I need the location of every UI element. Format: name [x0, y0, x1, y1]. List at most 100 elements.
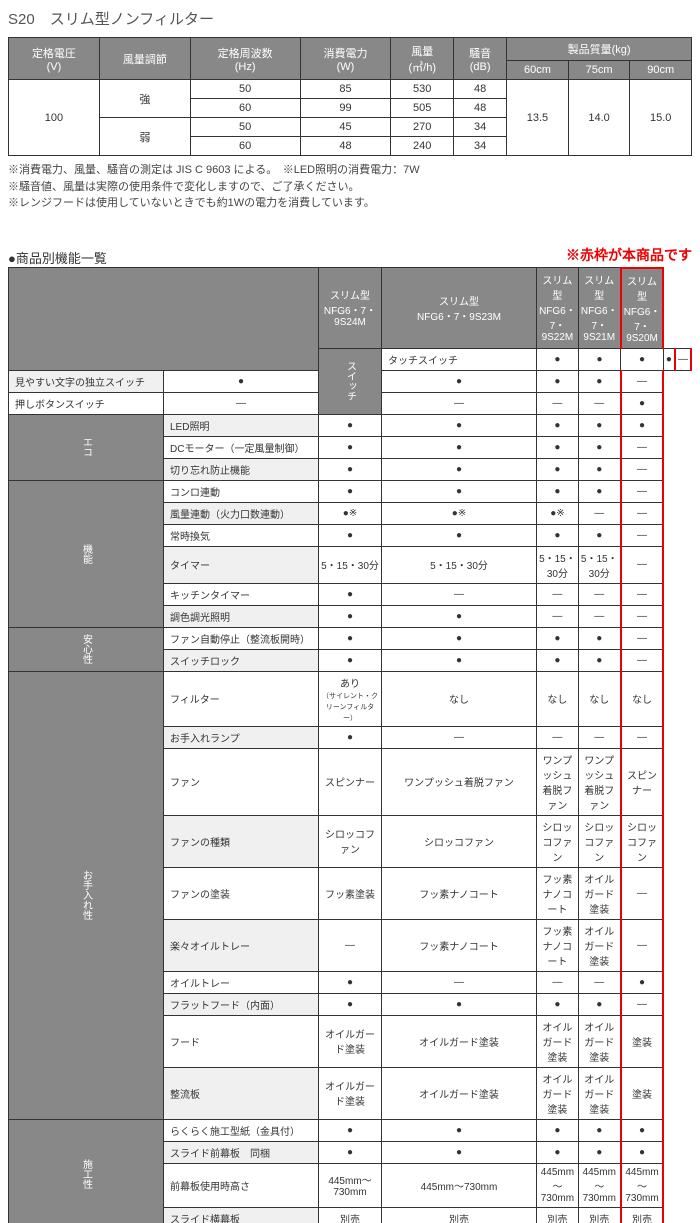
cell: ― [621, 649, 664, 671]
cell: ● [319, 583, 382, 605]
cell: ● [382, 649, 537, 671]
cell: なし [537, 671, 579, 726]
h-w75: 75cm [568, 61, 630, 80]
cell: ― [578, 392, 620, 414]
cell: ● [537, 993, 579, 1015]
cell: ― [621, 436, 664, 458]
cell: ● [382, 1141, 537, 1163]
row-label: らくらく施工型紙（金具付） [164, 1119, 319, 1141]
cell: スピンナー [319, 748, 382, 815]
cell: ● [537, 627, 579, 649]
cell: フッ素ナノコート [537, 919, 579, 971]
cell: フッ素塗装 [319, 867, 382, 919]
cell: ― [621, 583, 664, 605]
cell: 別売 [382, 1207, 537, 1223]
cell: ― [675, 348, 691, 370]
cell: ● [319, 726, 382, 748]
row-label: 常時換気 [164, 524, 319, 546]
row-label: オイルトレー [164, 971, 319, 993]
cell: シロッコファン [319, 815, 382, 867]
cell: 445mm～730mm [319, 1163, 382, 1207]
cell: ― [537, 971, 579, 993]
cell: ― [578, 605, 620, 627]
cell: ● [382, 627, 537, 649]
cell: ― [621, 993, 664, 1015]
voltage-val: 100 [9, 80, 100, 156]
cell: 5・15・30分 [578, 546, 620, 583]
cell: ● [537, 414, 579, 436]
row-label: ファン自動停止（整流板開時） [164, 627, 319, 649]
row-label: フィルター [164, 671, 319, 726]
row-label: フラットフード（内面） [164, 993, 319, 1015]
cell: ● [621, 348, 664, 370]
cell: ● [319, 458, 382, 480]
cell: ● [537, 1119, 579, 1141]
cell: オイルガード塗装 [537, 1015, 579, 1067]
cell: 別売 [319, 1207, 382, 1223]
cell: ― [621, 502, 664, 524]
h-airflow: 風量(㎥/h) [391, 38, 454, 80]
cell: シロッコファン [578, 815, 620, 867]
spec-table: 定格電圧(V) 風量調節 定格周波数(Hz) 消費電力(W) 風量(㎥/h) 騒… [8, 37, 692, 156]
row-label: 押しボタンスイッチ [9, 392, 164, 414]
cell: ● [578, 524, 620, 546]
row-label: 見やすい文字の独立スイッチ [9, 370, 164, 392]
cell: ― [621, 458, 664, 480]
cell: ● [578, 436, 620, 458]
cell: オイルガード塗装 [578, 1015, 620, 1067]
h-freq: 定格周波数(Hz) [190, 38, 300, 80]
category: 施工性 [9, 1119, 164, 1223]
row-label: DCモーター（一定風量制御） [164, 436, 319, 458]
row-label: ファンの塗装 [164, 867, 319, 919]
cell: ● [382, 458, 537, 480]
col-header: スリム型NFG6・7・9S21M [578, 268, 620, 349]
cell: ワンプッシュ着脱ファン [578, 748, 620, 815]
cell: ● [578, 627, 620, 649]
cell: ● [164, 370, 319, 392]
cell: ● [382, 524, 537, 546]
cell: ● [621, 392, 664, 414]
cell: ● [319, 1141, 382, 1163]
cell: 別売 [621, 1207, 664, 1223]
weak: 弱 [99, 118, 190, 156]
category: 安心性 [9, 627, 164, 671]
cell: ― [382, 392, 537, 414]
h-adj: 風量調節 [99, 38, 190, 80]
cell: ● [382, 993, 537, 1015]
cell: ― [537, 392, 579, 414]
row-label: お手入れランプ [164, 726, 319, 748]
cell: ● [621, 971, 664, 993]
cell: ― [621, 726, 664, 748]
cell: ● [319, 627, 382, 649]
cell: シロッコファン [382, 815, 537, 867]
row-label: 楽々オイルトレー [164, 919, 319, 971]
cell: ● [319, 436, 382, 458]
cell: フッ素ナノコート [537, 867, 579, 919]
col-header: スリム型NFG6・7・9S23M [382, 268, 537, 349]
row-label: スライド前幕板 同梱 [164, 1141, 319, 1163]
cell: ● [537, 370, 579, 392]
cell: ● [382, 370, 537, 392]
cell: オイルガード塗装 [319, 1015, 382, 1067]
cell: オイルガード塗装 [537, 1067, 579, 1119]
cell: 別売 [578, 1207, 620, 1223]
cell: フッ素ナノコート [382, 919, 537, 971]
cell: ● [578, 1141, 620, 1163]
cell: ● [319, 971, 382, 993]
cell: シロッコファン [537, 815, 579, 867]
notes: ※消費電力、風量、騒音の測定は JIS C 9603 による。 ※LED照明の消… [8, 162, 692, 212]
cell: 5・15・30分 [537, 546, 579, 583]
cell: ● [382, 480, 537, 502]
red-note: ※赤枠が本商品です [566, 245, 692, 265]
cell: ― [621, 524, 664, 546]
col-header: スリム型NFG6・7・9S22M [537, 268, 579, 349]
row-label: ファン [164, 748, 319, 815]
cell: ― [382, 726, 537, 748]
cell: オイルガード塗装 [578, 867, 620, 919]
cell: なし [621, 671, 664, 726]
h-voltage: 定格電圧(V) [9, 38, 100, 80]
cell: 5・15・30分 [319, 546, 382, 583]
cell: ● [578, 348, 620, 370]
cell: ● [663, 348, 675, 370]
cell: ― [319, 919, 382, 971]
